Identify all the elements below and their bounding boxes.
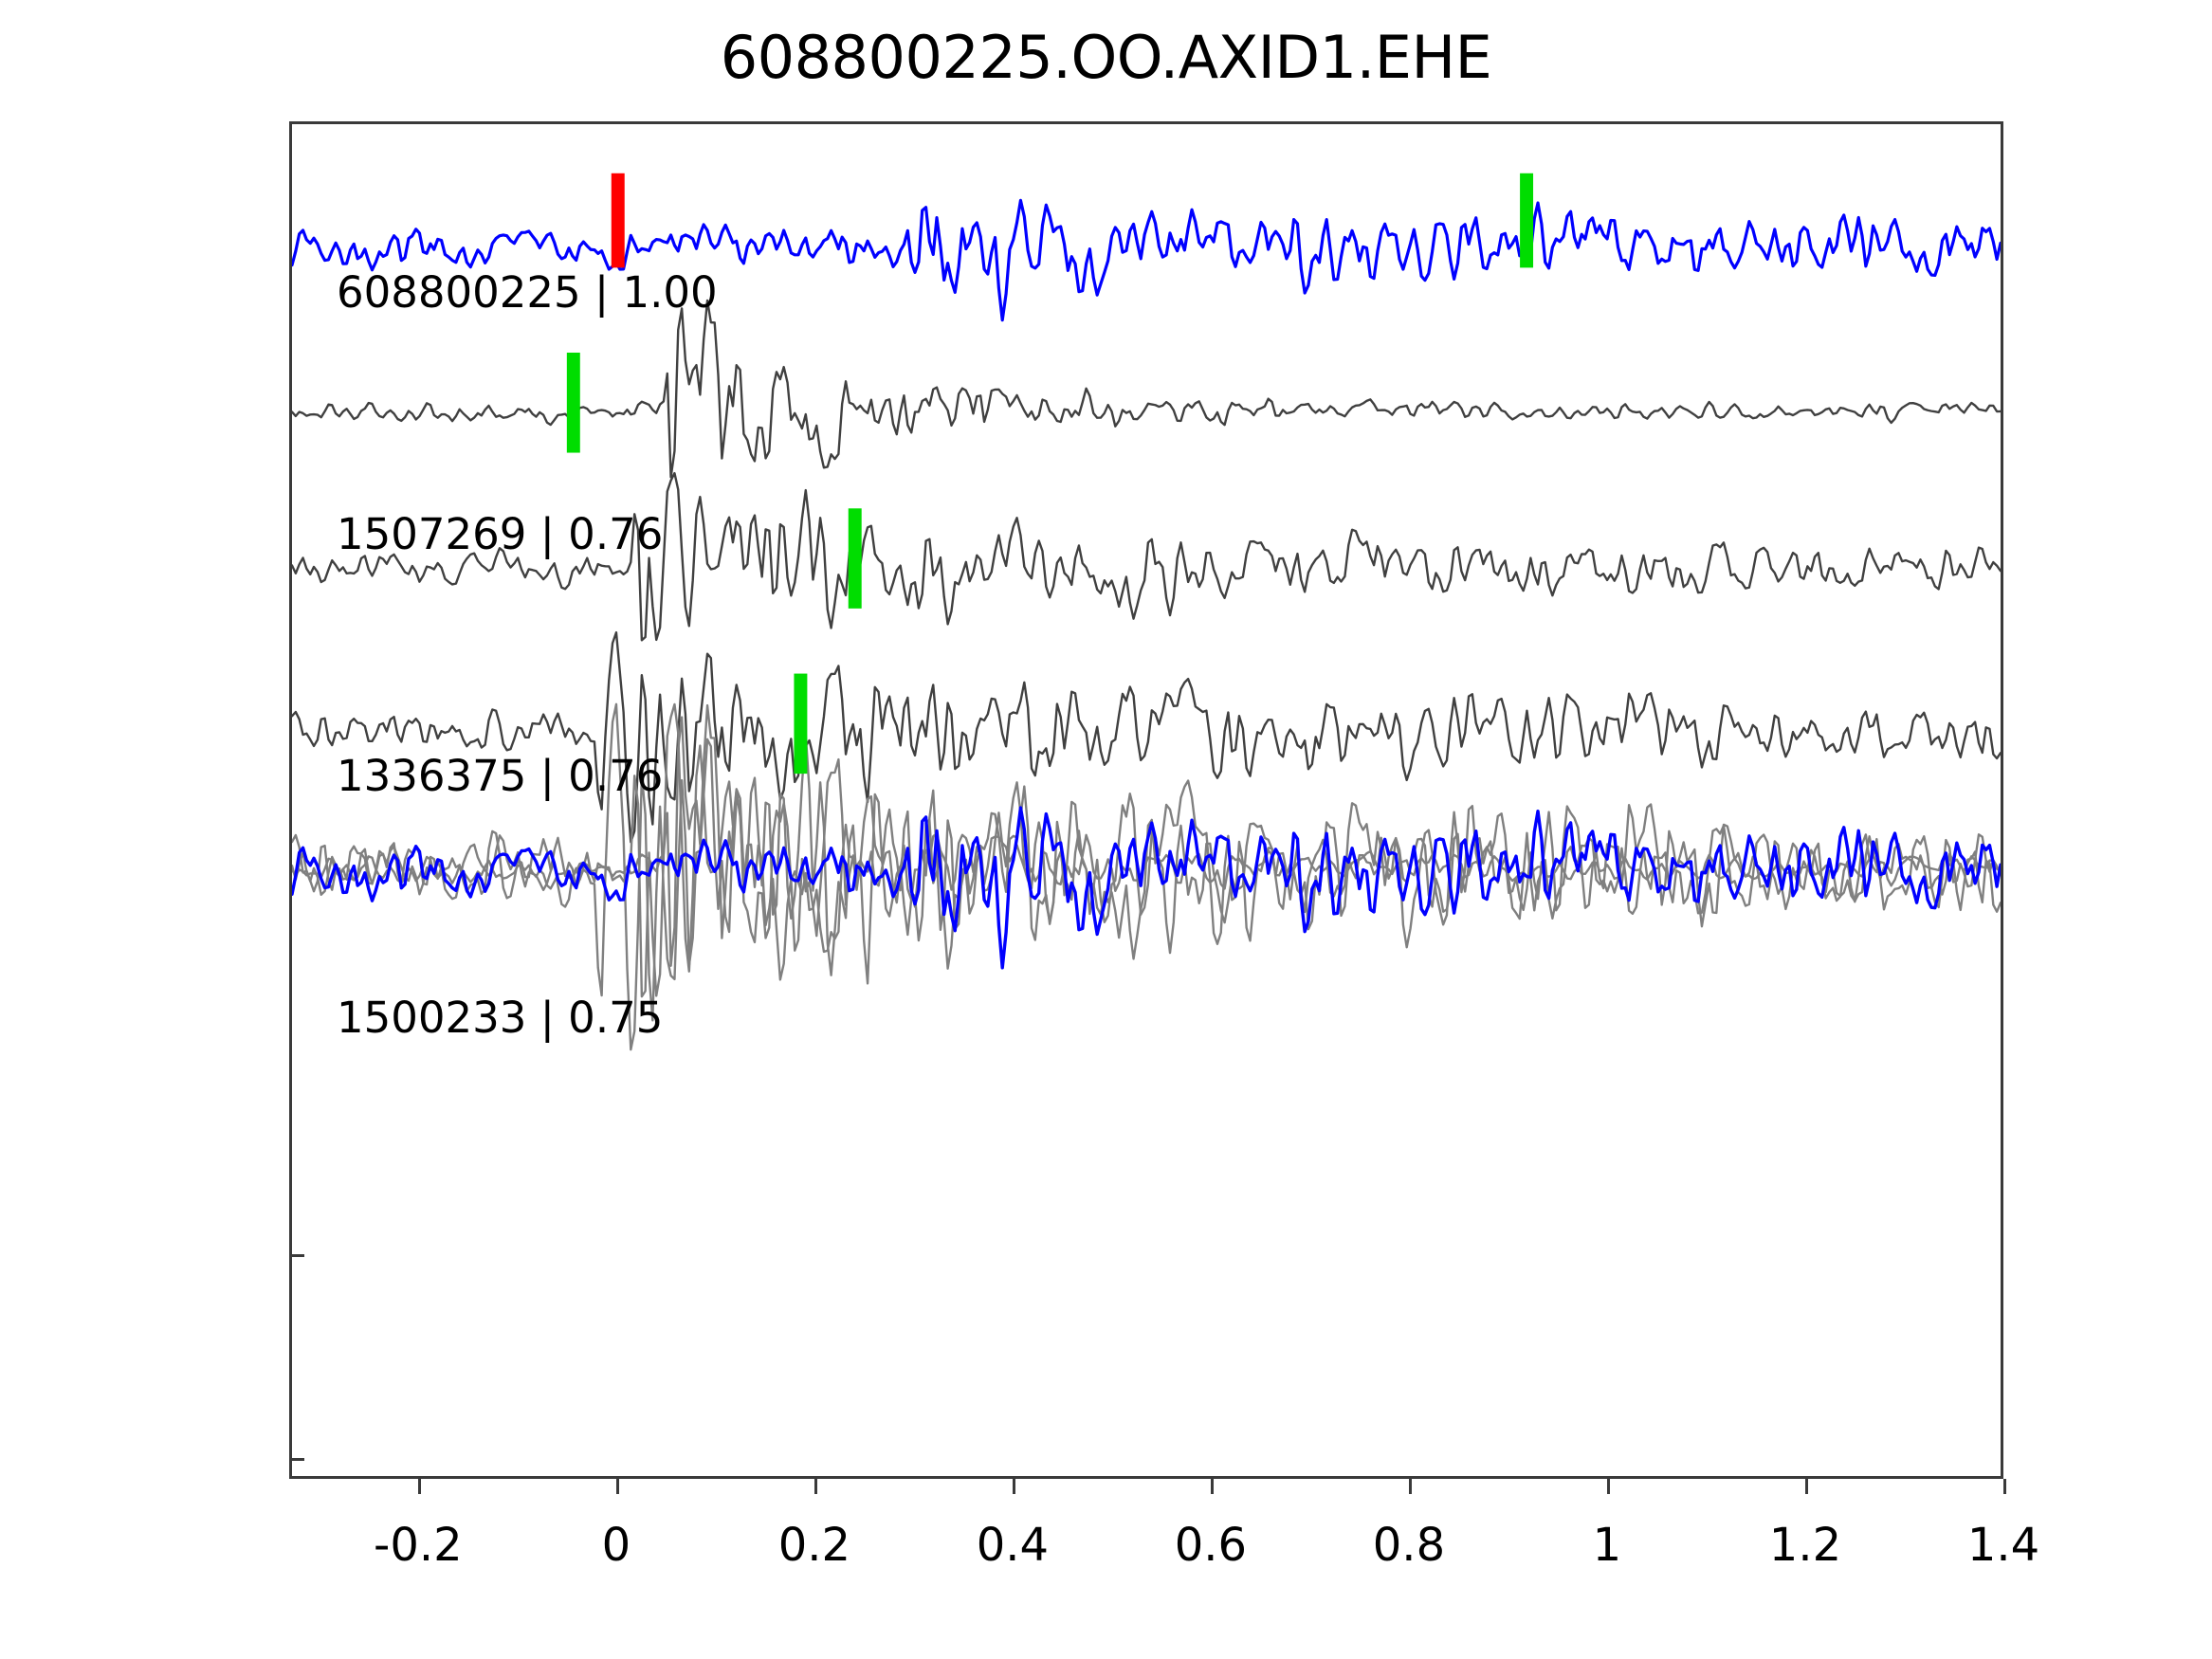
x-tick-label: 1.2 <box>1768 1519 1842 1572</box>
x-tick-label: 0 <box>601 1519 631 1572</box>
trace-label-1500233: 1500233 | 0.75 <box>337 993 664 1043</box>
pick-green-marker-1507269 <box>566 352 580 453</box>
plot-area <box>289 121 2003 1479</box>
waveform-trace-608800225 <box>292 198 2001 322</box>
x-tick-mark <box>1210 1479 1214 1494</box>
pick-green-marker-1336375 <box>848 508 862 609</box>
x-tick-mark <box>417 1479 421 1494</box>
x-tick-mark <box>1408 1479 1412 1494</box>
x-tick-label: 1.4 <box>1966 1519 2040 1572</box>
trace-label-1507269: 1507269 | 0.76 <box>337 509 664 559</box>
x-tick-mark <box>2003 1479 2006 1494</box>
pick-green-marker-1500233 <box>794 673 808 775</box>
page-title: 608800225.OO.AXID1.EHE <box>720 23 1492 92</box>
x-tick-label: 0.4 <box>976 1519 1050 1572</box>
trace-label-608800225: 608800225 | 1.00 <box>337 267 718 318</box>
x-tick-mark <box>814 1479 817 1494</box>
x-tick-mark <box>1606 1479 1610 1494</box>
waveform-trace-1336375 <box>292 471 2001 642</box>
pick-red-marker-608800225 <box>611 173 625 268</box>
x-tick-label: 1 <box>1592 1519 1622 1572</box>
waveform-trace-1507269 <box>292 299 2001 479</box>
overlay-trace-608800225 <box>292 806 2001 970</box>
waveform-canvas <box>292 173 2001 1051</box>
trace-label-1336375: 1336375 | 0.76 <box>337 751 664 801</box>
pick-green-marker-608800225 <box>1520 173 1534 268</box>
waveform-trace-1500233 <box>292 630 2001 844</box>
x-tick-mark <box>615 1479 619 1494</box>
x-tick-label: 0.2 <box>777 1519 851 1572</box>
x-tick-label: -0.2 <box>374 1519 463 1572</box>
y-tick-mark <box>289 1458 304 1461</box>
x-tick-mark <box>1012 1479 1015 1494</box>
overlay-trace-1336375 <box>292 702 2001 998</box>
x-tick-label: 0.8 <box>1372 1519 1446 1572</box>
y-tick-mark <box>289 1254 304 1257</box>
x-tick-label: 0.6 <box>1174 1519 1248 1572</box>
x-tick-mark <box>1804 1479 1808 1494</box>
